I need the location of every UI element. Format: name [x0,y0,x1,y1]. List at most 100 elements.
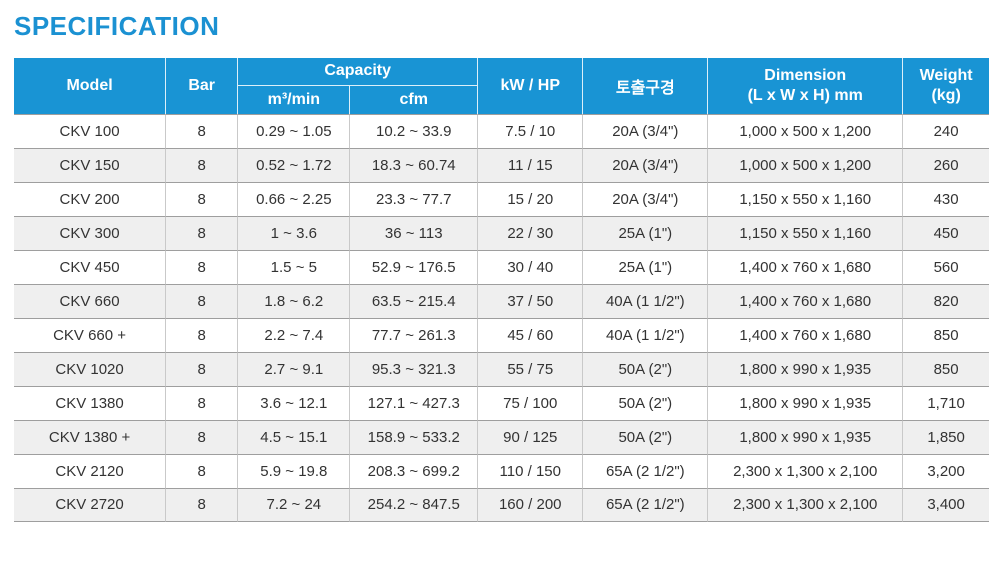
table-row: CKV 1380 +8 4.5 ~ 15.1 158.9 ~ 533.2 90 / 1… [14,419,989,454]
cell-bar: 8 [165,249,238,284]
cell-dimension: 2,300 x 1,300 x 2,100 [707,453,903,488]
cell-weight: 430 [902,181,989,216]
cell-bar: 8 [165,419,238,454]
table-row: CKV 300 8 1 ~ 3.6 36 ~ 113 22 / 30 25A (1") 1,… [14,215,989,250]
cell-cfm: 10.2 ~ 33.9 [349,113,478,148]
cell-kw-hp: 45 / 60 [477,317,583,352]
cell-weight: 850 [902,351,989,386]
table-row: CKV 2120 8 5.9 ~ 19.8 208.3 ~ 699.2 110 / 15… [14,453,989,488]
weight-header-line1: Weight [919,66,973,84]
cell-bar: 8 [165,487,238,522]
cell-dimension: 1,400 x 760 x 1,680 [707,317,903,352]
cell-dimension: 1,000 x 500 x 1,200 [707,147,903,182]
table-row: CKV 1020 8 2.7 ~ 9.1 95.3 ~ 321.3 55 / 75 50A… [14,351,989,386]
cell-kw-hp: 11 / 15 [477,147,583,182]
cell-discharge: 50A (2") [582,385,708,420]
col-header-dimension: Dimension (L x W x H) mm [707,57,903,114]
cell-m3min: 0.29 ~ 1.05 [237,113,350,148]
cell-weight: 3,200 [902,453,989,488]
table-row: CKV 450 8 1.5 ~ 5 52.9 ~ 176.5 30 / 40 25A (1… [14,249,989,284]
cell-cfm: 208.3 ~ 699.2 [349,453,478,488]
cell-cfm: 95.3 ~ 321.3 [349,351,478,386]
cell-weight: 1,850 [902,419,989,454]
cell-bar: 8 [165,215,238,250]
cell-model: CKV 1020 [14,351,166,386]
cell-discharge: 20A (3/4") [582,147,708,182]
cell-kw-hp: 37 / 50 [477,283,583,318]
cell-dimension: 1,150 x 550 x 1,160 [707,181,903,216]
cell-dimension: 1,800 x 990 x 1,935 [707,385,903,420]
cell-m3min: 2.2 ~ 7.4 [237,317,350,352]
table-row: CKV 200 8 0.66 ~ 2.25 23.3 ~ 77.7 15 / 20 20A… [14,181,989,216]
cell-kw-hp: 7.5 / 10 [477,113,583,148]
cell-dimension: 1,000 x 500 x 1,200 [707,113,903,148]
cell-cfm: 254.2 ~ 847.5 [349,487,478,522]
page-title: SPECIFICATION [14,11,220,41]
cell-m3min: 1.5 ~ 5 [237,249,350,284]
cell-cfm: 18.3 ~ 60.74 [349,147,478,182]
cell-bar: 8 [165,385,238,420]
dimension-header-line1: Dimension [764,66,847,84]
cell-model: CKV 450 [14,249,166,284]
cell-dimension: 1,800 x 990 x 1,935 [707,419,903,454]
specification-table: Model Bar Capacity kW / HP 토출구경 Dimensio… [14,57,989,522]
cell-m3min: 1.8 ~ 6.2 [237,283,350,318]
cell-cfm: 77.7 ~ 261.3 [349,317,478,352]
cell-model: CKV 1380 [14,385,166,420]
cell-model: CKV 200 [14,181,166,216]
col-header-m3min: m³/min [237,85,350,114]
cell-weight: 560 [902,249,989,284]
cell-kw-hp: 75 / 100 [477,385,583,420]
cell-dimension: 1,150 x 550 x 1,160 [707,215,903,250]
cell-dimension: 1,800 x 990 x 1,935 [707,351,903,386]
cell-kw-hp: 55 / 75 [477,351,583,386]
cell-kw-hp: 30 / 40 [477,249,583,284]
col-header-weight: Weight (kg) [902,57,989,114]
cell-discharge: 20A (3/4") [582,181,708,216]
cell-cfm: 127.1 ~ 427.3 [349,385,478,420]
cell-model: CKV 150 [14,147,166,182]
cell-bar: 8 [165,351,238,386]
cell-discharge: 40A (1 1/2") [582,283,708,318]
cell-kw-hp: 22 / 30 [477,215,583,250]
cell-kw-hp: 15 / 20 [477,181,583,216]
cell-bar: 8 [165,453,238,488]
cell-weight: 820 [902,283,989,318]
cell-m3min: 2.7 ~ 9.1 [237,351,350,386]
cell-bar: 8 [165,317,238,352]
cell-discharge: 25A (1") [582,215,708,250]
cell-cfm: 36 ~ 113 [349,215,478,250]
col-header-discharge-port: 토출구경 [582,57,708,114]
cell-kw-hp: 160 / 200 [477,487,583,522]
cell-m3min: 5.9 ~ 19.8 [237,453,350,488]
table-row: CKV 660 8 1.8 ~ 6.2 63.5 ~ 215.4 37 / 50 40A … [14,283,989,318]
cell-model: CKV 660 + [14,317,166,352]
cell-model: CKV 300 [14,215,166,250]
cell-bar: 8 [165,147,238,182]
table-row: CKV 150 8 0.52 ~ 1.72 18.3 ~ 60.74 11 / 15 20… [14,147,989,182]
cell-discharge: 40A (1 1/2") [582,317,708,352]
cell-weight: 240 [902,113,989,148]
cell-m3min: 0.66 ~ 2.25 [237,181,350,216]
cell-model: CKV 1380 + [14,419,166,454]
cell-discharge: 50A (2") [582,351,708,386]
col-header-model: Model [14,57,166,114]
cell-cfm: 52.9 ~ 176.5 [349,249,478,284]
cell-weight: 450 [902,215,989,250]
cell-m3min: 4.5 ~ 15.1 [237,419,350,454]
cell-m3min: 0.52 ~ 1.72 [237,147,350,182]
spec-table-body: CKV 100 8 0.29 ~ 1.05 10.2 ~ 33.9 7.5 / 10 20… [14,113,989,522]
table-header: Model Bar Capacity kW / HP 토출구경 Dimensio… [14,57,989,114]
cell-kw-hp: 90 / 125 [477,419,583,454]
cell-discharge: 25A (1") [582,249,708,284]
cell-bar: 8 [165,181,238,216]
cell-m3min: 7.2 ~ 24 [237,487,350,522]
cell-discharge: 20A (3/4") [582,113,708,148]
cell-model: CKV 100 [14,113,166,148]
cell-dimension: 1,400 x 760 x 1,680 [707,283,903,318]
col-header-capacity-group: Capacity [237,57,478,86]
cell-discharge: 65A (2 1/2") [582,487,708,522]
col-header-bar: Bar [165,57,238,114]
col-header-kw-hp: kW / HP [477,57,583,114]
